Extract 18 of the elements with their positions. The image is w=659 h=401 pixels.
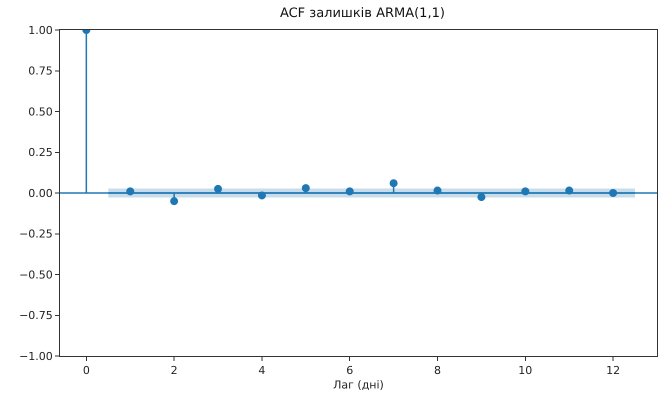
y-tick-label: −0.75 [19, 309, 53, 322]
y-tick-label: −0.50 [19, 268, 53, 282]
x-tick-label: 6 [346, 364, 354, 378]
y-tick-label: −1.00 [19, 350, 53, 363]
y-tick-label: 0.25 [28, 146, 53, 160]
x-tick-label: 8 [434, 364, 442, 378]
x-tick-label: 12 [606, 364, 620, 378]
y-tick-label: −0.25 [19, 228, 53, 241]
x-tick-label: 0 [82, 364, 90, 378]
x-tick-label: 2 [170, 364, 178, 378]
y-tick-label: 0.75 [28, 64, 53, 78]
chart-title: ACF залишків ARMA(1,1) [280, 6, 445, 22]
x-tick-label: 4 [258, 364, 266, 378]
x-axis-title: Лаг (дні) [333, 378, 384, 392]
y-tick-label: 0.00 [28, 186, 53, 200]
y-tick-label: 0.50 [28, 105, 53, 118]
y-tick-label: 1.00 [28, 24, 53, 37]
x-tick-label: 10 [518, 364, 532, 378]
